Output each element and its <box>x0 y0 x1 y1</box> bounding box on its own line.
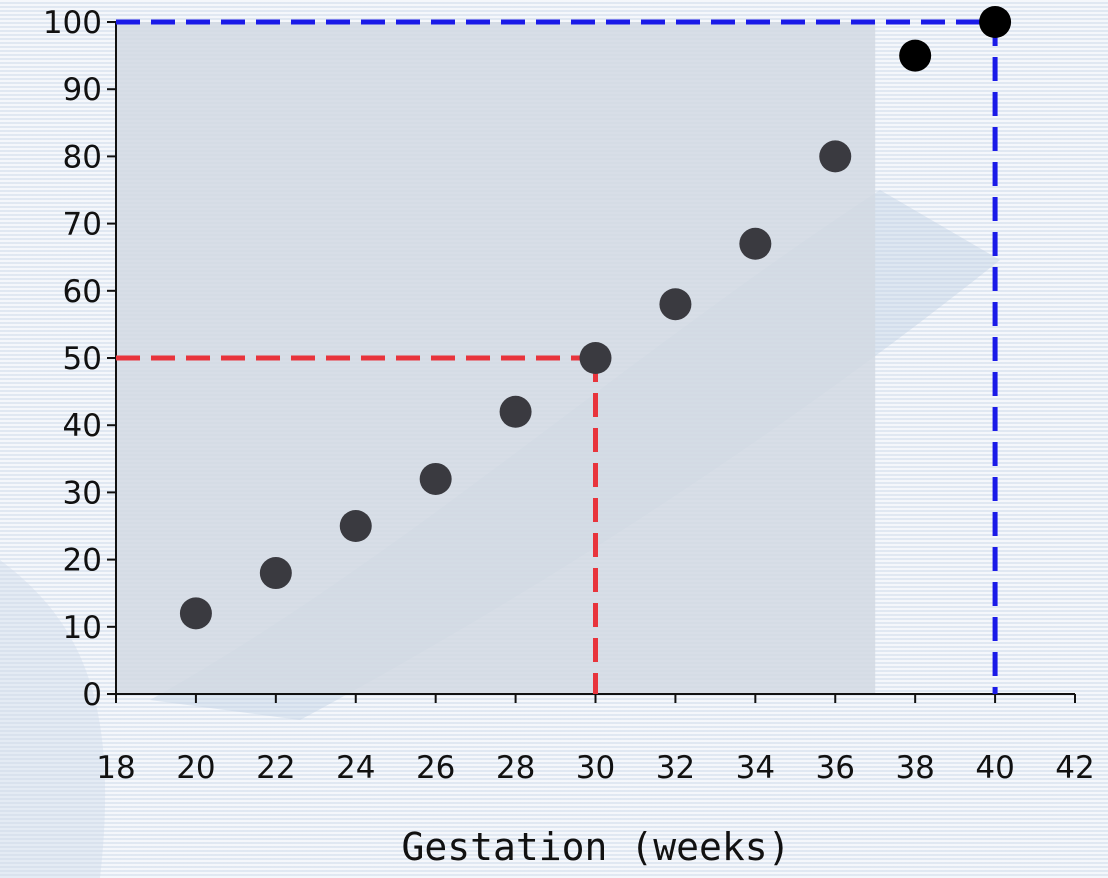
y-tick-label: 50 <box>63 341 102 377</box>
data-point <box>179 597 212 630</box>
x-tick-label: 22 <box>256 750 295 786</box>
y-tick-label: 40 <box>63 408 102 444</box>
data-point <box>499 395 532 428</box>
data-point <box>259 557 292 590</box>
y-tick-label: 70 <box>63 207 102 243</box>
y-tick-label: 100 <box>43 5 102 41</box>
reference-lines <box>116 19 998 694</box>
data-point <box>819 140 852 173</box>
data-point <box>659 288 692 321</box>
data-point <box>979 6 1012 38</box>
x-tick-label: 20 <box>176 750 215 786</box>
x-tick-label: 28 <box>496 750 535 786</box>
x-tick-label: 26 <box>416 750 455 786</box>
y-tick-label: 80 <box>63 139 102 175</box>
x-tick-label: 24 <box>336 750 375 786</box>
data-point <box>739 227 772 260</box>
x-tick-label: 34 <box>736 750 775 786</box>
y-tick-label: 60 <box>63 274 102 310</box>
x-tick-label: 36 <box>816 750 855 786</box>
data-point <box>899 39 932 72</box>
y-tick-label: 0 <box>82 677 102 713</box>
data-point <box>419 462 452 495</box>
x-tick-label: 38 <box>895 750 934 786</box>
y-tick-label: 10 <box>63 610 102 646</box>
x-tick-label: 32 <box>656 750 695 786</box>
tick-labels: 0 10 20 30 40 50 60 70 80 90 100 18 20 22 24 26 28 30 32 34… <box>43 5 1095 786</box>
data-point <box>579 342 612 374</box>
data-point <box>339 510 372 542</box>
y-tick-label: 30 <box>63 475 102 511</box>
x-tick-label: 18 <box>96 750 135 786</box>
data-points <box>179 6 1012 630</box>
x-tick-label: 40 <box>975 750 1014 786</box>
x-tick-label: 42 <box>1055 750 1094 786</box>
y-tick-label: 20 <box>63 543 102 579</box>
x-tick-label: 30 <box>576 750 615 786</box>
x-axis-title: Gestation (weeks) <box>402 825 791 869</box>
y-tick-label: 90 <box>63 72 102 108</box>
